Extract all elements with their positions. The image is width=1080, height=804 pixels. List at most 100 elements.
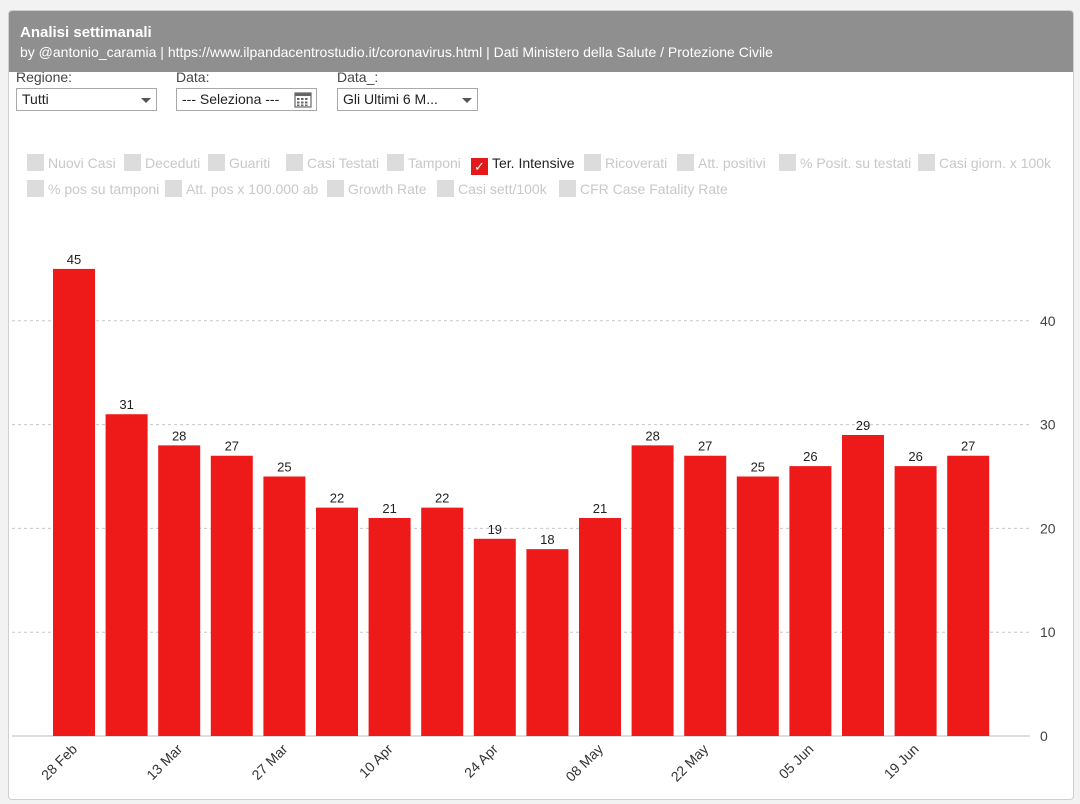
panel-subtitle: by @antonio_caramia | https://www.ilpand…: [20, 44, 773, 60]
y-tick-label: 20: [1040, 520, 1056, 536]
data-label: 22: [435, 491, 449, 506]
toggle-label: Growth Rate: [348, 181, 427, 197]
x-tick-label: 13 Mar: [143, 741, 185, 783]
checkbox-icon: [918, 154, 935, 171]
toggle-ricoverati[interactable]: Ricoverati: [584, 153, 667, 173]
bar: [473, 538, 516, 736]
data-label: 45: [67, 252, 81, 267]
checkbox-icon: [286, 154, 303, 171]
checkbox-icon: [559, 180, 576, 197]
x-tick-label: 08 May: [562, 741, 606, 785]
filter-regione: Regione: Tutti: [16, 69, 157, 111]
y-tick-label: 40: [1040, 313, 1056, 329]
toggle-label: Nuovi Casi: [48, 155, 116, 171]
toggle-label: Tamponi: [408, 155, 461, 171]
checkbox-icon: [779, 154, 796, 171]
toggle-label: Att. pos x 100.000 ab: [186, 181, 319, 197]
toggle-label: % pos su tamponi: [48, 181, 160, 197]
data-label: 28: [645, 428, 659, 443]
toggle-casi-giorn[interactable]: Casi giorn. x 100k: [918, 153, 1051, 173]
toggle-pos-su-tamponi[interactable]: % pos su tamponi: [27, 179, 159, 199]
data2-select[interactable]: Gli Ultimi 6 M...: [337, 88, 478, 111]
panel-header: Analisi settimanali by @antonio_caramia …: [9, 11, 1073, 72]
filter-data: Data: --- Seleziona ---: [176, 69, 317, 111]
toggle-ter-intensive[interactable]: ✓ Ter. Intensive: [471, 153, 575, 175]
y-tick-label: 30: [1040, 417, 1056, 433]
data-date-picker[interactable]: --- Seleziona ---: [176, 88, 317, 111]
checkbox-icon: [165, 180, 182, 197]
x-tick-label: 27 Mar: [248, 741, 290, 783]
bar-chart: 0 10 20 30 40 45 28 Feb 31 28 13 Mar 27 25 27 Mar 22 2…: [12, 252, 1056, 785]
bar: [158, 445, 201, 736]
checkmark-icon: ✓: [471, 158, 488, 175]
checkbox-icon: [327, 180, 344, 197]
filter-regione-label: Regione:: [16, 69, 73, 85]
data-label: 22: [330, 491, 344, 506]
bar: [736, 476, 779, 736]
bar: [842, 434, 884, 736]
bar: [263, 476, 306, 736]
toggle-label: Ter. Intensive: [492, 155, 575, 171]
toggle-posit-su-testati[interactable]: % Posit. su testati: [779, 153, 911, 173]
data-label: 29: [856, 418, 870, 433]
toggle-guariti[interactable]: Guariti: [208, 153, 270, 173]
y-tick-label: 0: [1040, 728, 1048, 744]
bar: [894, 466, 937, 736]
checkbox-icon: [387, 154, 404, 171]
checkbox-icon: [27, 180, 44, 197]
bar: [316, 507, 358, 736]
x-tick-label: 05 Jun: [775, 741, 816, 782]
data-date-value: --- Seleziona ---: [182, 91, 280, 107]
toggle-label: Casi giorn. x 100k: [939, 155, 1052, 171]
data-label: 21: [593, 501, 607, 516]
regione-select[interactable]: Tutti: [16, 88, 157, 111]
data-label: 21: [382, 501, 396, 516]
data-label: 26: [803, 449, 817, 464]
toggle-label: CFR Case Fatality Rate: [580, 181, 728, 197]
filter-data2: Data_: Gli Ultimi 6 M...: [337, 69, 478, 111]
data-label: 25: [277, 460, 291, 475]
toggle-deceduti[interactable]: Deceduti: [124, 153, 200, 173]
y-tick-label: 10: [1040, 624, 1056, 640]
toggle-label: Ricoverati: [605, 155, 668, 171]
checkbox-icon: [27, 154, 44, 171]
chevron-down-icon: [462, 98, 472, 103]
toggle-label: Guariti: [229, 155, 271, 171]
chevron-down-icon: [141, 98, 151, 103]
toggle-att-pos-100k[interactable]: Att. pos x 100.000 ab: [165, 179, 318, 199]
bar: [631, 445, 674, 736]
toggle-cfr[interactable]: CFR Case Fatality Rate: [559, 179, 728, 199]
bar: [579, 518, 621, 736]
x-tick-label: 22 May: [668, 741, 712, 785]
filter-data2-label: Data_:: [337, 69, 379, 85]
data-label: 18: [540, 532, 554, 547]
data-label: 27: [698, 439, 712, 454]
checkbox-icon: [584, 154, 601, 171]
x-tick-label: 28 Feb: [38, 741, 80, 783]
data-label: 26: [908, 449, 922, 464]
toggle-tamponi[interactable]: Tamponi: [387, 153, 461, 173]
toggle-growth-rate[interactable]: Growth Rate: [327, 179, 427, 199]
checkbox-icon: [677, 154, 694, 171]
toggle-casi-sett[interactable]: Casi sett/100k: [437, 179, 547, 199]
calendar-icon[interactable]: [294, 91, 312, 110]
toggle-label: Att. positivi: [698, 155, 766, 171]
x-tick-label: 19 Jun: [881, 741, 922, 782]
toggle-att-positivi[interactable]: Att. positivi: [677, 153, 766, 173]
data-label: 27: [225, 439, 239, 454]
checkbox-icon: [437, 180, 454, 197]
checkbox-icon: [208, 154, 225, 171]
toggle-label: Deceduti: [145, 155, 201, 171]
bar: [684, 455, 727, 736]
data2-select-value: Gli Ultimi 6 M...: [343, 91, 438, 107]
bar: [526, 549, 569, 736]
regione-select-value: Tutti: [22, 91, 49, 107]
bar: [105, 414, 148, 736]
toggle-nuovi-casi[interactable]: Nuovi Casi: [27, 153, 116, 173]
toggle-label: % Posit. su testati: [800, 155, 912, 171]
bar: [421, 507, 464, 736]
toggle-label: Casi Testati: [307, 155, 380, 171]
toggle-casi-testati[interactable]: Casi Testati: [286, 153, 379, 173]
toggle-label: Casi sett/100k: [458, 181, 547, 197]
bar: [210, 455, 253, 736]
